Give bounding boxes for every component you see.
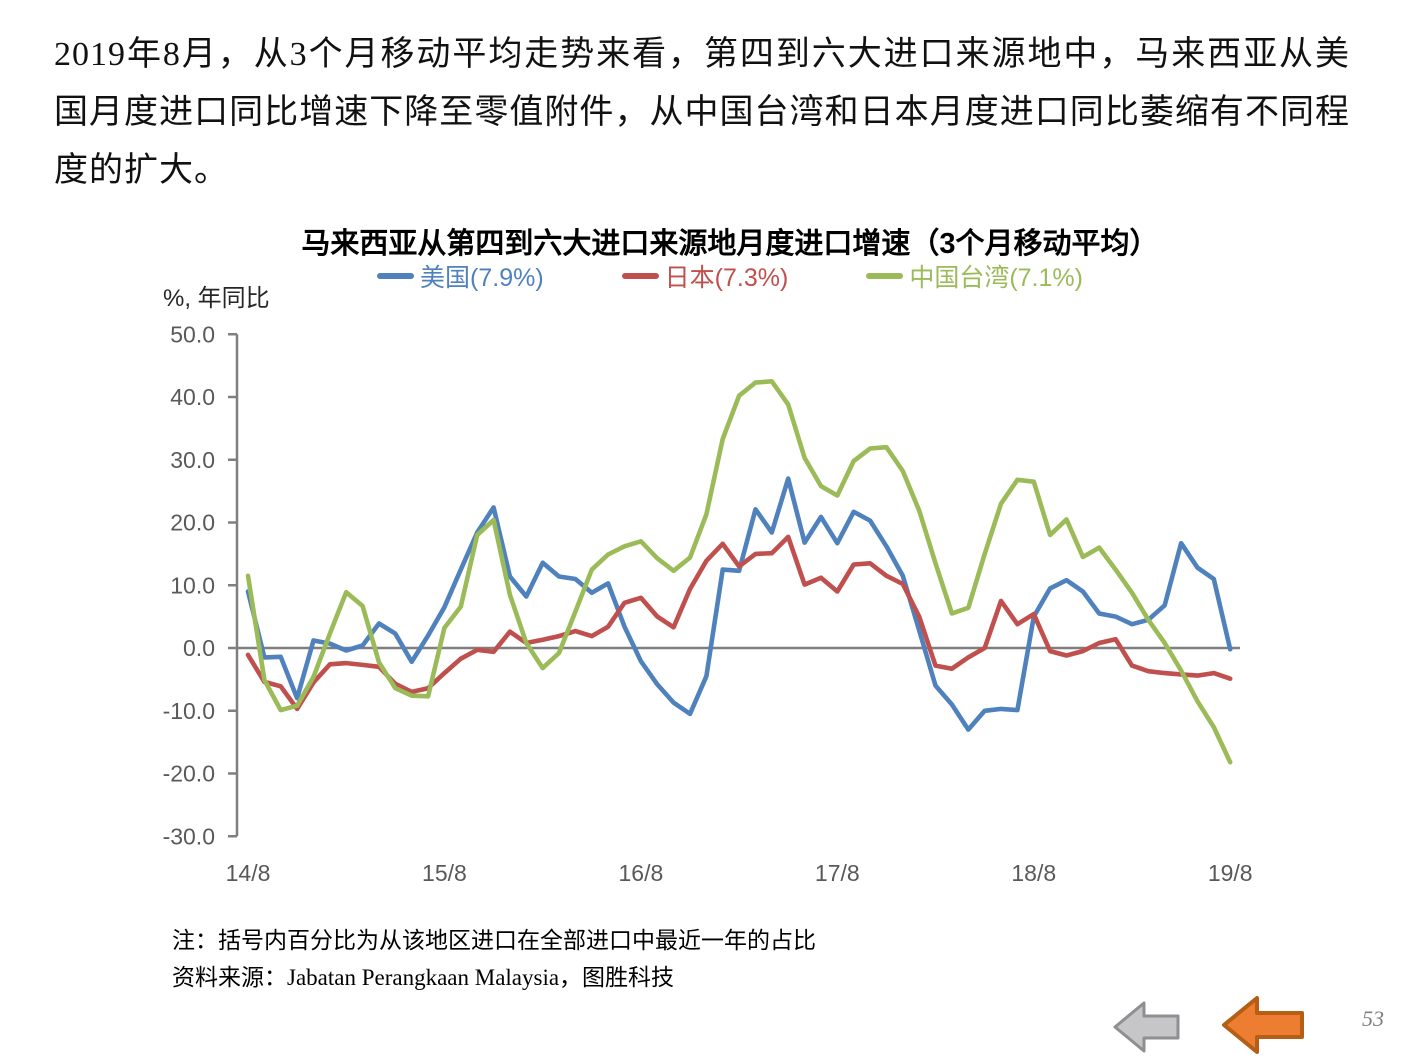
y-tick-label: -10.0 xyxy=(163,698,215,724)
legend-label-taiwan: 中国台湾(7.1%) xyxy=(909,264,1083,292)
x-tick-label: 15/8 xyxy=(422,860,467,886)
y-tick-label: 10.0 xyxy=(170,572,215,598)
legend-item-japan: 日本(7.3%) xyxy=(621,258,789,294)
note-line: 注：括号内百分比为从该地区进口在全部进口中最近一年的占比 xyxy=(172,928,816,953)
y-tick-label: -30.0 xyxy=(163,823,215,849)
legend-item-us: 美国(7.9%) xyxy=(377,258,544,294)
y-tick-label: 0.0 xyxy=(183,635,215,661)
back-arrow-orange-icon[interactable] xyxy=(1220,994,1306,1056)
y-tick-label: 30.0 xyxy=(170,447,215,473)
y-axis-unit-label: %, 年同比 xyxy=(163,285,270,312)
x-tick-label: 16/8 xyxy=(618,860,663,886)
y-tick-label: -20.0 xyxy=(163,761,215,787)
x-tick-label: 17/8 xyxy=(815,860,860,886)
legend-swatch-japan xyxy=(621,273,659,279)
x-tick-label: 18/8 xyxy=(1011,860,1056,886)
legend-label-japan: 日本(7.3%) xyxy=(664,264,789,292)
legend-swatch-us xyxy=(377,273,415,279)
legend-item-taiwan: 中国台湾(7.1%) xyxy=(866,258,1083,294)
chart-title: 马来西亚从第四到六大进口来源地月度进口增速（3个月移动平均） xyxy=(301,228,1159,260)
back-arrow-orange-shape[interactable] xyxy=(1222,996,1304,1054)
back-arrow-gray-shape[interactable] xyxy=(1113,1001,1180,1053)
y-tick-label: 50.0 xyxy=(170,321,215,347)
series-line-japan xyxy=(245,534,1233,712)
x-tick-label: 14/8 xyxy=(226,860,271,886)
page-number: 53 xyxy=(1362,1006,1384,1031)
commentary-paragraph: 2019年8月，从3个月移动平均走势来看，第四到六大进口来源地中，马来西亚从美国… xyxy=(54,36,1350,189)
series-line-us xyxy=(245,476,1233,732)
y-tick-label: 20.0 xyxy=(170,510,215,536)
source-note-line: 资料来源：Jabatan Perangkaan Malaysia，图胜科技 xyxy=(172,965,675,990)
back-arrow-gray-icon[interactable] xyxy=(1112,999,1182,1055)
y-tick-label: 40.0 xyxy=(170,384,215,410)
legend-swatch-taiwan xyxy=(866,273,904,279)
chart-notes: 注：括号内百分比为从该地区进口在全部进口中最近一年的占比 资料来源：Jabata… xyxy=(172,922,816,996)
x-tick-label: 19/8 xyxy=(1208,860,1253,886)
series-line-taiwan xyxy=(245,378,1233,765)
chart-legend: 美国(7.9%) 日本(7.3%) 中国台湾(7.1%) xyxy=(170,258,1290,294)
legend-label-us: 美国(7.9%) xyxy=(420,264,544,292)
